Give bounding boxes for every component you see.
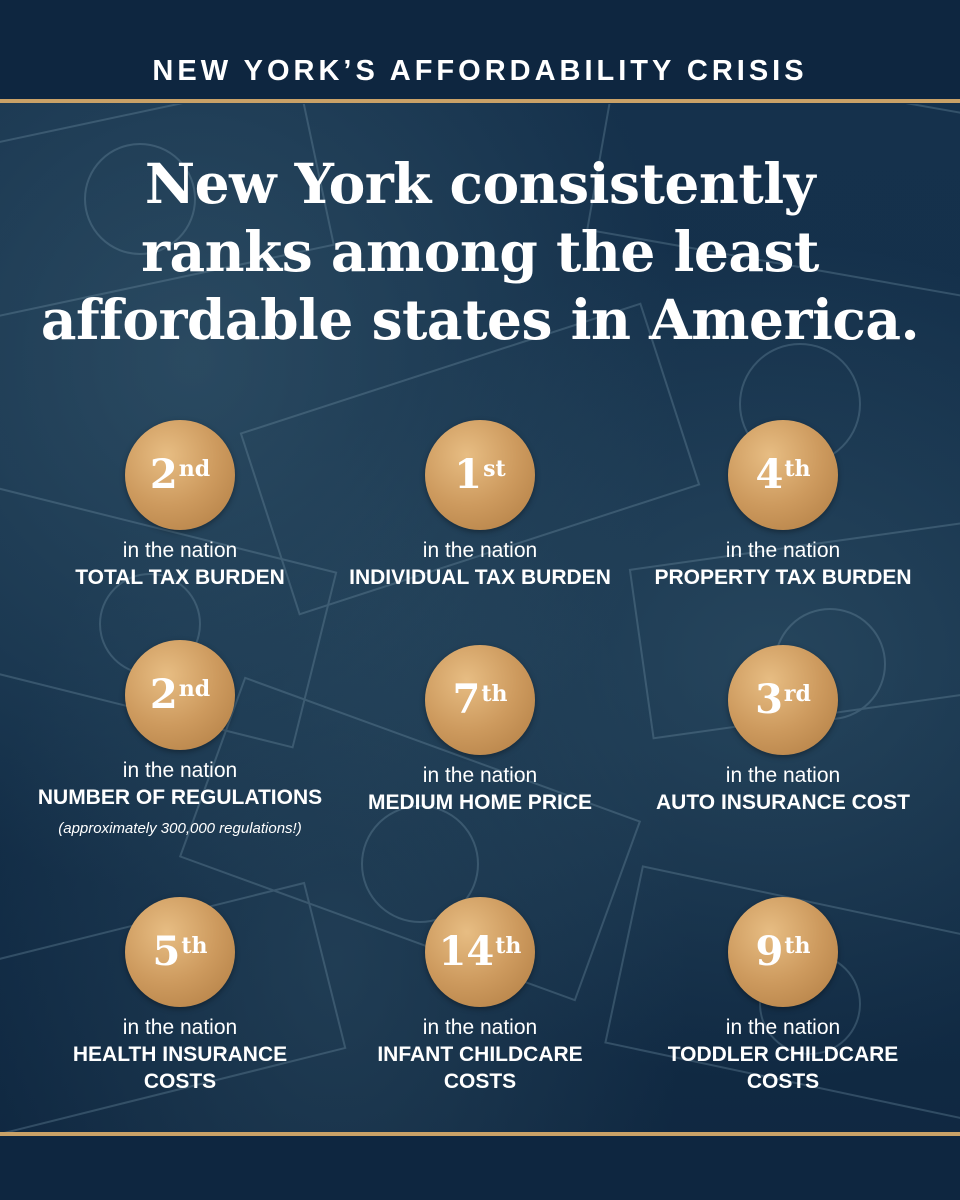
stat-label-line-2: COSTS bbox=[443, 1070, 517, 1093]
gold-divider-top bbox=[0, 99, 960, 103]
headline-line-1: New York consistently bbox=[144, 151, 816, 216]
rank-medal: 14th bbox=[425, 897, 535, 1007]
rank-value: 5th bbox=[152, 928, 208, 975]
stat-individual-tax-burden: 1st in the nation INDIVIDUAL TAX BURDEN bbox=[325, 420, 635, 591]
header-band bbox=[0, 0, 960, 100]
rank-medal: 3rd bbox=[728, 645, 838, 755]
stat-total-tax-burden: 2nd in the nation TOTAL TAX BURDEN bbox=[25, 420, 335, 591]
stat-auto-insurance-cost: 3rd in the nation AUTO INSURANCE COST bbox=[628, 645, 938, 816]
stat-label-line-2: COSTS bbox=[143, 1070, 217, 1093]
rank-value: 1st bbox=[454, 451, 506, 498]
stat-note: (approximately 300,000 regulations!) bbox=[58, 820, 302, 837]
headline: New York consistently ranks among the le… bbox=[40, 150, 920, 354]
in-the-nation-text: in the nation bbox=[725, 539, 841, 562]
footer-band bbox=[0, 1136, 960, 1200]
stat-medium-home-price: 7th in the nation MEDIUM HOME PRICE bbox=[325, 645, 635, 816]
stat-label: PROPERTY TAX BURDEN bbox=[654, 566, 912, 589]
rank-value: 4th bbox=[755, 451, 811, 498]
rank-medal: 5th bbox=[125, 897, 235, 1007]
in-the-nation-text: in the nation bbox=[122, 759, 238, 782]
rank-medal: 7th bbox=[425, 645, 535, 755]
in-the-nation-text: in the nation bbox=[725, 764, 841, 787]
stat-label: AUTO INSURANCE COST bbox=[656, 791, 910, 814]
in-the-nation-text: in the nation bbox=[122, 539, 238, 562]
stat-toddler-childcare-costs: 9th in the nation TODDLER CHILDCARE COST… bbox=[628, 897, 938, 1095]
rank-value: 2nd bbox=[149, 451, 211, 498]
rank-medal: 2nd bbox=[125, 640, 235, 750]
stat-label: MEDIUM HOME PRICE bbox=[367, 791, 592, 814]
stat-label-line-1: INFANT CHILDCARE bbox=[377, 1043, 583, 1066]
rank-value: 2nd bbox=[149, 671, 211, 718]
stat-health-insurance-costs: 5th in the nation HEALTH INSURANCE COSTS bbox=[25, 897, 335, 1095]
in-the-nation-text: in the nation bbox=[422, 539, 538, 562]
rank-medal: 9th bbox=[728, 897, 838, 1007]
header-title: NEW YORK’S AFFORDABILITY CRISIS bbox=[152, 55, 808, 87]
headline-line-2: ranks among the least bbox=[141, 219, 819, 284]
rank-value: 9th bbox=[755, 928, 811, 975]
rank-medal: 2nd bbox=[125, 420, 235, 530]
in-the-nation-text: in the nation bbox=[725, 1016, 841, 1039]
stat-infant-childcare-costs: 14th in the nation INFANT CHILDCARE COST… bbox=[325, 897, 635, 1095]
stat-label-line-1: TODDLER CHILDCARE bbox=[667, 1043, 899, 1066]
headline-line-3: affordable states in America. bbox=[40, 287, 920, 352]
stat-property-tax-burden: 4th in the nation PROPERTY TAX BURDEN bbox=[628, 420, 938, 591]
rank-medal: 1st bbox=[425, 420, 535, 530]
stat-number-of-regulations: 2nd in the nation NUMBER OF REGULATIONS … bbox=[25, 640, 335, 839]
stat-label: TOTAL TAX BURDEN bbox=[75, 566, 285, 589]
stat-label-line-1: HEALTH INSURANCE bbox=[72, 1043, 288, 1066]
rank-medal: 4th bbox=[728, 420, 838, 530]
stat-label-line-2: COSTS bbox=[746, 1070, 820, 1093]
in-the-nation-text: in the nation bbox=[422, 1016, 538, 1039]
stat-label: INDIVIDUAL TAX BURDEN bbox=[349, 566, 611, 589]
stat-label: NUMBER OF REGULATIONS bbox=[37, 786, 323, 809]
rank-value: 3rd bbox=[755, 676, 811, 723]
in-the-nation-text: in the nation bbox=[122, 1016, 238, 1039]
rank-value: 7th bbox=[452, 676, 508, 723]
gold-divider-bottom bbox=[0, 1132, 960, 1136]
in-the-nation-text: in the nation bbox=[422, 764, 538, 787]
rank-value: 14th bbox=[438, 928, 522, 975]
